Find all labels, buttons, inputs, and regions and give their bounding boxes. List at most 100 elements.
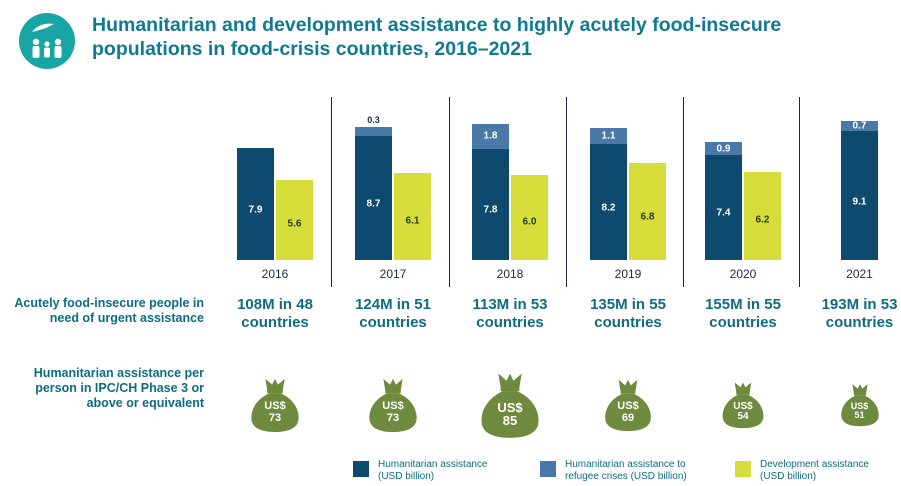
money-bag-icon: US$ 51	[837, 381, 883, 427]
year-label: 2018	[496, 267, 524, 281]
per-person-value: US$ 54	[718, 400, 768, 423]
per-person-value: US$ 73	[246, 401, 304, 424]
people-count: 124M in 51 countries	[328, 296, 458, 332]
per-person-currency: US$	[850, 400, 869, 411]
bar-label-refugee: 0.9	[716, 143, 731, 154]
group-divider	[566, 97, 567, 287]
people-count-line1: 193M in 53	[821, 296, 898, 313]
money-bag-icon: US$ 69	[600, 376, 656, 432]
per-person-currency: US$	[382, 400, 404, 413]
group-divider	[449, 97, 450, 287]
bar-label-development: 6.2	[755, 214, 770, 226]
per-person-amount: 51	[854, 410, 865, 421]
people-count-line2: countries	[709, 314, 777, 331]
people-count-line2: countries	[359, 314, 427, 331]
people-count: 113M in 53 countries	[445, 296, 575, 332]
legend-swatch-humanitarian	[353, 461, 369, 477]
per-person-amount: 73	[268, 411, 282, 424]
year-label: 2021	[846, 267, 873, 281]
bar-label-development: 5.6	[287, 218, 302, 230]
per-person-value: US$ 51	[837, 400, 883, 421]
per-person-currency: US$	[733, 400, 753, 412]
people-count-line1: 135M in 55	[590, 296, 666, 313]
people-count: 108M in 48 countries	[210, 296, 340, 332]
bar-refugee: 0.7	[841, 120, 878, 132]
group-divider	[331, 97, 332, 287]
bar-label-development: 6.8	[640, 211, 655, 223]
bar-refugee: 1.1	[590, 127, 627, 144]
legend-label-development-line2: (USD billion)	[760, 471, 817, 482]
per-person-amount: 69	[621, 411, 635, 424]
people-count-line1: 124M in 51	[355, 296, 431, 313]
per-person-currency: US$	[264, 400, 286, 413]
chart-title: Humanitarian and development assistance …	[92, 13, 872, 61]
people-count-line2: countries	[594, 314, 662, 331]
bar-refugee: 0.9	[705, 142, 742, 155]
bar-label-development: 6.0	[522, 216, 537, 228]
legend-label-humanitarian: Humanitarian assistance (USD billion)	[378, 459, 488, 483]
bar-label-refugee: 1.8	[483, 130, 498, 142]
bar-label-refugee: 1.1	[601, 130, 616, 142]
people-row-header: Acutely food-insecure people in need of …	[0, 296, 204, 326]
bar-label-humanitarian: 8.7	[366, 198, 381, 210]
group-divider	[799, 97, 800, 287]
legend-swatch-development	[735, 461, 751, 477]
people-count: 193M in 53 countries	[795, 296, 901, 332]
people-count: 155M in 55 countries	[678, 296, 808, 332]
legend-label-refugee: Humanitarian assistance to refugee crise…	[565, 459, 687, 483]
assistance-row-header-line1: Humanitarian assistance per	[33, 366, 204, 380]
people-row-header-line1: Acutely food-insecure people in	[14, 296, 204, 310]
bar-label-humanitarian: 7.9	[248, 204, 263, 215]
assistance-row-header: Humanitarian assistance per person in IP…	[0, 366, 204, 411]
legend-label-refugee-line2: refugee crises (USD billion)	[565, 471, 687, 482]
legend-label-refugee-line1: Humanitarian assistance to	[565, 459, 686, 470]
people-count-line2: countries	[825, 314, 894, 331]
legend-label-development: Development assistance (USD billion)	[760, 459, 869, 483]
bar-humanitarian: 9.1	[841, 130, 878, 260]
year-label: 2017	[379, 267, 407, 281]
assistance-row-header-line3: above or equivalent	[86, 396, 204, 410]
money-bag-icon: US$ 54	[718, 379, 768, 429]
bar-label-humanitarian: 8.2	[601, 202, 616, 214]
per-person-amount: 73	[386, 411, 400, 424]
chart-title-line1: Humanitarian and development assistance …	[92, 14, 782, 36]
bar-development: 6.1	[394, 173, 431, 260]
people-row-header-line2: need of urgent assistance	[49, 311, 204, 325]
legend-label-humanitarian-line2: (USD billion)	[378, 471, 435, 482]
bar-humanitarian: 8.7	[355, 136, 392, 260]
bar-humanitarian: 7.9	[237, 147, 274, 260]
assistance-row-header-line2: person in IPC/CH Phase 3 or	[35, 381, 204, 395]
bar-development: 6.2	[744, 171, 781, 260]
bar-development: 6.8	[629, 163, 666, 260]
per-person-value: US$ 85	[475, 399, 545, 429]
bar-humanitarian: 7.8	[472, 149, 509, 260]
year-label: 2019	[614, 267, 642, 281]
per-person-value: US$ 69	[600, 401, 656, 424]
bar-refugee: 0.3	[355, 115, 392, 137]
bar-refugee: 1.8	[472, 123, 509, 150]
bar-label-refugee: 0.7	[852, 120, 867, 132]
bar-development: 6.0	[511, 174, 548, 260]
per-person-amount: 85	[502, 413, 518, 429]
food-security-logo-icon	[19, 13, 75, 69]
people-count-line2: countries	[476, 314, 544, 331]
bar-development: 5.6	[276, 180, 313, 260]
people-count-line2: countries	[241, 314, 309, 331]
per-person-value: US$ 73	[364, 401, 422, 424]
legend-swatch-refugee	[540, 461, 556, 477]
people-count-line1: 155M in 55	[705, 296, 781, 313]
bar-label-humanitarian: 9.1	[852, 196, 867, 208]
group-divider	[683, 97, 684, 287]
bar-label-refugee: 0.3	[367, 115, 380, 126]
people-count: 135M in 55 countries	[563, 296, 693, 332]
bar-humanitarian: 7.4	[705, 154, 742, 260]
chart-title-line2: populations in food-crisis countries, 20…	[92, 38, 532, 60]
per-person-currency: US$	[497, 399, 523, 415]
legend-label-development-line1: Development assistance	[760, 459, 869, 470]
per-person-amount: 54	[737, 411, 749, 422]
bar-label-development: 6.1	[405, 215, 420, 227]
bar-label-humanitarian: 7.8	[483, 204, 498, 216]
money-bag-icon: US$ 73	[364, 375, 422, 433]
year-label: 2020	[729, 267, 757, 281]
bar-label-humanitarian: 7.4	[716, 207, 731, 219]
